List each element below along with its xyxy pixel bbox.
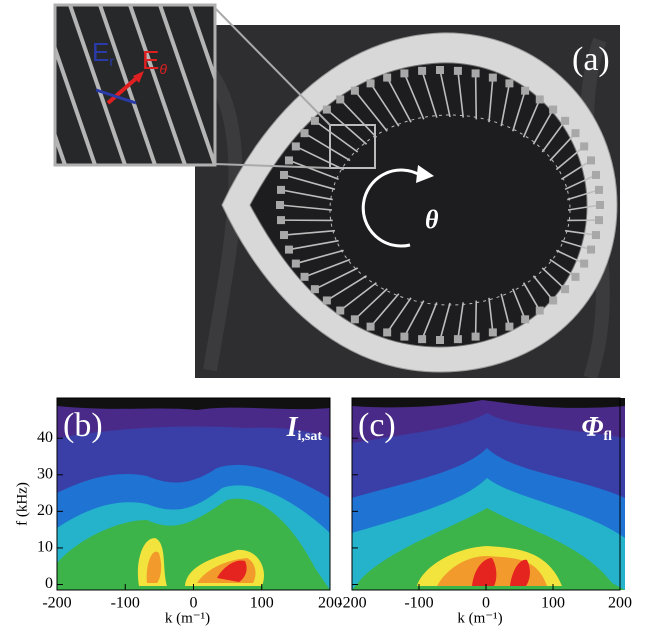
probe-head [301,273,309,281]
probe-head [561,117,569,125]
y-tick-label: 30 [37,465,53,482]
y-tick-label: 40 [37,429,53,446]
probe-head [292,260,300,268]
probe-head [436,66,444,74]
probe-head [383,328,391,336]
probe-head [549,106,557,114]
quantity-sub: fl [603,429,612,444]
probe-head [301,129,309,137]
probe-head [280,171,288,179]
probe-head [280,231,288,239]
probe-head [571,129,579,137]
probe-head [571,273,579,281]
x-tick-label: 100 [250,595,274,612]
rod [0,5,5,165]
probe-head [521,315,529,323]
probe-head [336,95,344,103]
probe-head [587,246,595,254]
probe [476,73,477,119]
probe-head [285,246,293,254]
photo: θ (a) [195,25,620,378]
x-tick-label: 200 [608,595,632,612]
probe-head [592,231,600,239]
quantity: Φ [581,412,603,443]
probe-head [489,328,497,336]
probe-head [587,156,595,164]
probe-head [323,106,331,114]
probe-head [489,74,497,82]
probe-head [592,171,600,179]
y-axis-label: f (kHz) [14,482,30,526]
probe-head [595,186,603,194]
probe-head [549,296,557,304]
probe-head [595,216,603,224]
probe-head [383,74,391,82]
probe-head [418,67,426,75]
probe-head [580,142,588,150]
probe-head [277,216,285,224]
probe-head [400,69,408,77]
probe-head [505,323,513,331]
probe-head [323,296,331,304]
probe-head [400,333,408,341]
probe-head [351,87,359,95]
x-tick-label: -200 [42,595,71,612]
probe-head [505,79,513,87]
x-tick-label: -100 [404,595,433,612]
y-tick-label: 20 [37,502,53,519]
probe-head [596,201,604,209]
probe-head [472,333,480,341]
x-tick-label: 0 [482,595,490,612]
x-axis-label: k (m⁻¹) [457,610,502,626]
x-tick-label: 100 [541,595,565,612]
probe-head [472,69,480,77]
probe-head [454,335,462,343]
probe-head [521,87,529,95]
probe-head [311,285,319,293]
y-tick-label: 0 [45,575,53,592]
probe-head [561,285,569,293]
probe-head [292,142,300,150]
probe [476,301,477,337]
probe-head [276,201,284,209]
probe-head [367,323,375,331]
y-tick-label: 10 [37,539,53,556]
probe-head [454,67,462,75]
x-axis-label: k (m⁻¹) [165,610,210,626]
figure: θ (a) Er Eθ -200-100010020001020304 [0,0,648,626]
probe-head [351,315,359,323]
probe-head [436,336,444,344]
probe-head [277,186,285,194]
x-tick-label: -100 [111,595,140,612]
probe-head [311,117,319,125]
x-tick-label: 0 [190,595,198,612]
rod [0,5,35,165]
probe-head [336,307,344,315]
probe-head [285,156,293,164]
probe-head [536,307,544,315]
probe-head [418,335,426,343]
quantity-sub: i,sat [298,429,323,444]
x-tick-label: -200 [337,595,366,612]
panel-label: (c) [358,407,396,444]
probe-head [367,79,375,87]
panel-label: (b) [63,407,103,444]
panel-label: (a) [572,41,610,78]
probe-head [536,95,544,103]
rotation-label: θ [425,205,439,234]
probe-head [580,260,588,268]
